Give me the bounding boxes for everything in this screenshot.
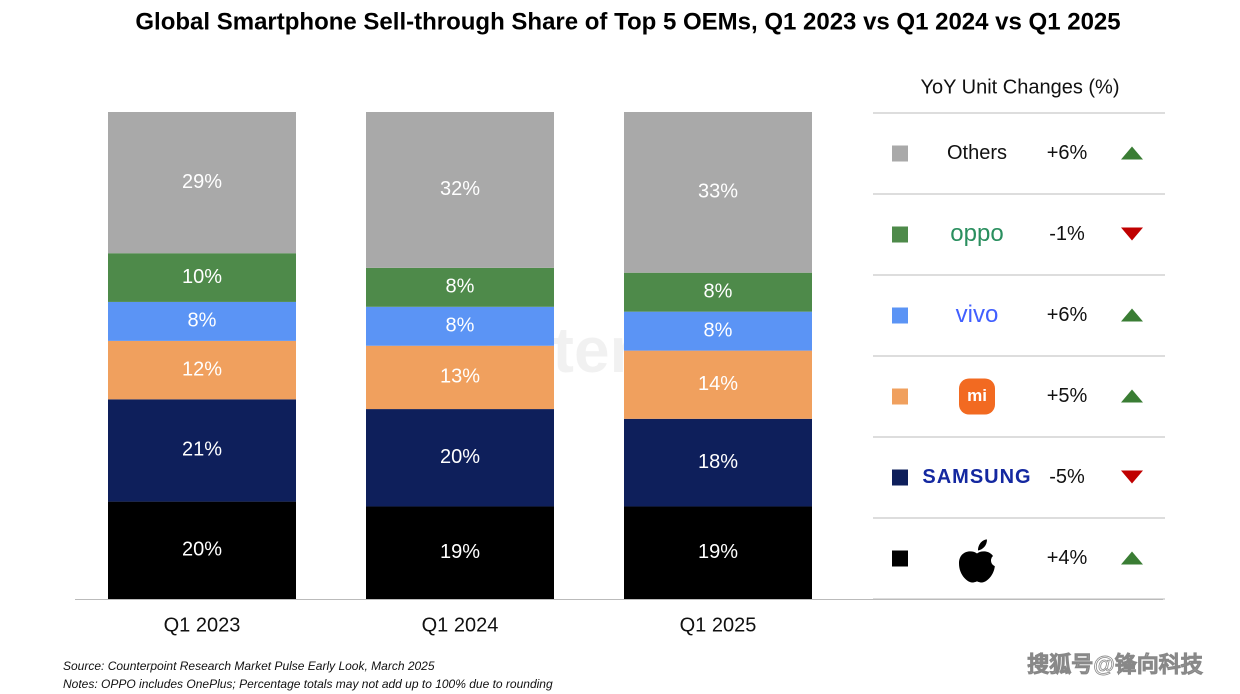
bar-segment: [108, 112, 296, 254]
bar-segment: [366, 345, 554, 410]
bar-segment: [366, 506, 554, 599]
value-label: 13%: [440, 366, 480, 388]
bar-segment: [624, 506, 812, 599]
value-label: 8%: [446, 276, 475, 298]
arrow-down: [1121, 470, 1143, 484]
yoy-label: +6%: [1047, 142, 1088, 164]
value-label: 8%: [446, 315, 475, 337]
chart-title: Global Smartphone Sell-through Share of …: [135, 8, 1120, 35]
legend-swatch: [892, 226, 908, 243]
bar-segment: [366, 306, 554, 346]
bar-segment: [108, 301, 296, 341]
value-label: 14%: [698, 373, 738, 395]
value-label: 20%: [440, 446, 480, 468]
yoy-label: +5%: [1047, 385, 1088, 407]
x-tick-label: Q1 2024: [422, 614, 499, 636]
value-label: 18%: [698, 451, 738, 473]
bar-segment: [624, 311, 812, 351]
legend-swatch: [892, 388, 908, 405]
legend-label: oppo: [950, 220, 1003, 247]
value-label: 19%: [440, 541, 480, 563]
bar-segment: [108, 501, 296, 599]
publisher-mark: 搜狐号@锋向科技: [1027, 652, 1203, 677]
yoy-label: +4%: [1047, 547, 1088, 569]
arrow-up: [1121, 389, 1143, 403]
value-label: 32%: [440, 178, 480, 200]
legend-label: SAMSUNG: [922, 466, 1031, 488]
value-label: 8%: [704, 319, 733, 341]
legend-title: YoY Unit Changes (%): [920, 76, 1119, 98]
legend-label: mi: [967, 386, 987, 405]
value-label: 29%: [182, 171, 222, 193]
legend-swatch: [892, 145, 908, 162]
legend-swatch: [892, 550, 908, 567]
bar-segment: [108, 253, 296, 302]
legend-swatch: [892, 469, 908, 486]
bar-segment: [366, 267, 554, 307]
bar-segment: [624, 418, 812, 507]
bar-segment: [366, 112, 554, 268]
logo-bite: [991, 554, 1003, 567]
bar-segment: [624, 112, 812, 273]
legend-label: vivo: [956, 301, 999, 328]
arrow-up: [1121, 308, 1143, 322]
bar-segment: [108, 340, 296, 400]
value-label: 10%: [182, 266, 222, 288]
yoy-label: +6%: [1047, 304, 1088, 326]
x-tick-label: Q1 2023: [164, 614, 241, 636]
logo-badge: [959, 378, 995, 415]
value-label: 19%: [698, 541, 738, 563]
yoy-label: -5%: [1049, 466, 1085, 488]
legend-label: Others: [947, 142, 1007, 164]
bar-segment: [366, 409, 554, 507]
arrow-up: [1121, 146, 1143, 160]
arrow-up: [1121, 551, 1143, 565]
value-label: 8%: [704, 280, 733, 302]
bar-segment: [624, 272, 812, 312]
value-label: 12%: [182, 358, 222, 380]
yoy-label: -1%: [1049, 223, 1085, 245]
value-label: 8%: [188, 310, 217, 332]
value-label: 20%: [182, 539, 222, 561]
bar-segment: [624, 350, 812, 419]
logo-icon: [959, 539, 995, 583]
value-label: 33%: [698, 181, 738, 203]
source-note: Source: Counterpoint Research Market Pul…: [63, 659, 435, 673]
x-tick-label: Q1 2025: [680, 614, 757, 636]
legend-swatch: [892, 307, 908, 324]
value-label: 21%: [182, 439, 222, 461]
arrow-down: [1121, 227, 1143, 241]
notes: Notes: OPPO includes OnePlus; Percentage…: [63, 677, 553, 691]
bar-segment: [108, 399, 296, 502]
